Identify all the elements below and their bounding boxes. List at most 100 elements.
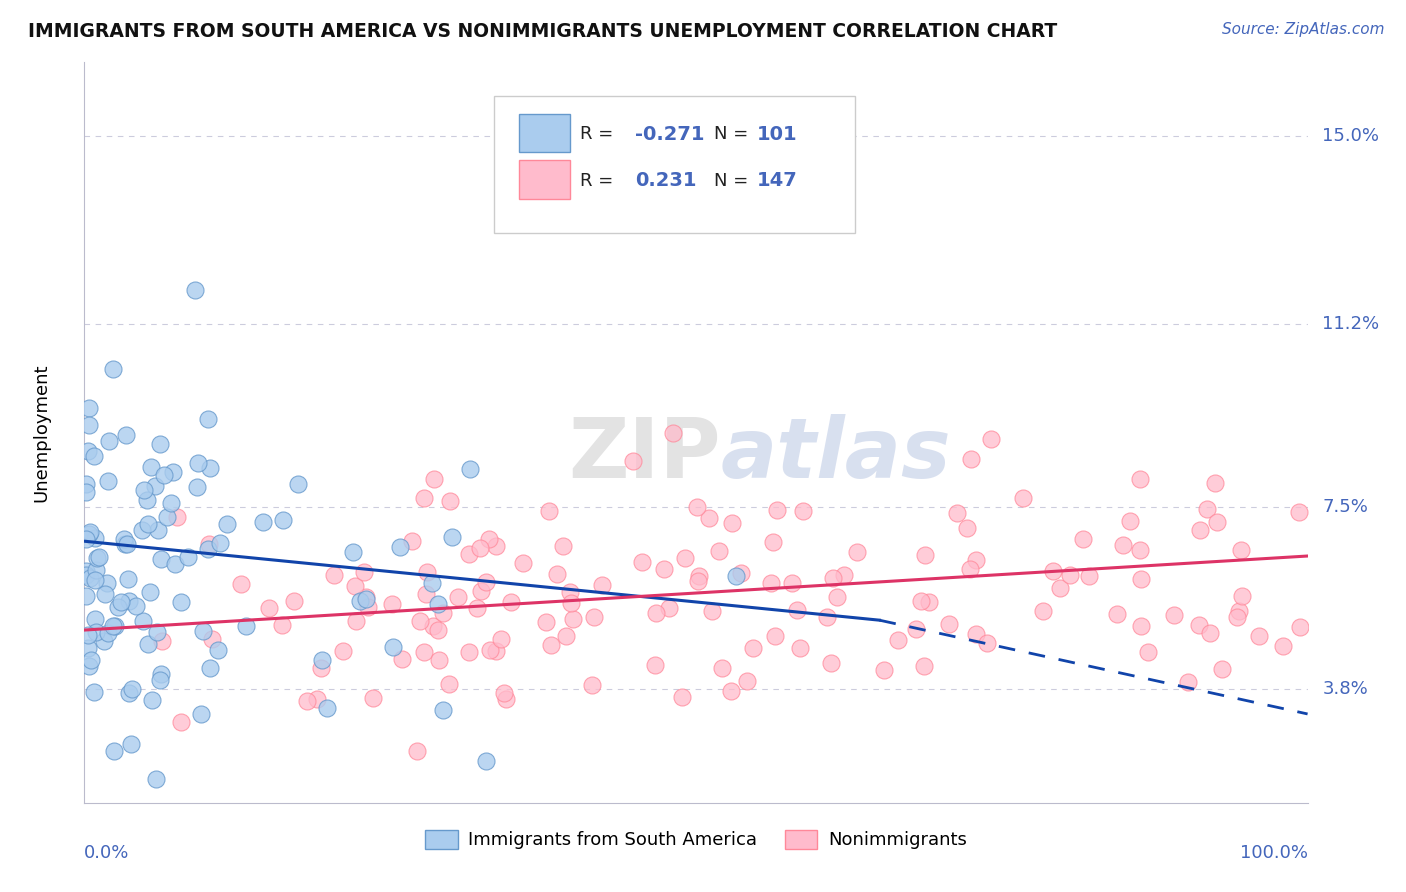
- Point: [79, 570, 101, 584]
- Point: [146, 523, 169, 537]
- Point: [87, 549, 110, 564]
- Text: 0.231: 0.231: [636, 171, 696, 190]
- Point: [80, 653, 103, 667]
- Point: [832, 568, 855, 582]
- Point: [169, 595, 191, 609]
- Point: [1189, 523, 1212, 537]
- Point: [534, 615, 557, 630]
- Point: [110, 595, 132, 609]
- Point: [904, 622, 927, 636]
- Point: [83, 612, 105, 626]
- Point: [136, 492, 159, 507]
- Point: [349, 594, 371, 608]
- Point: [581, 678, 603, 692]
- Point: [114, 536, 136, 550]
- Text: N =: N =: [714, 172, 754, 190]
- Point: [582, 610, 605, 624]
- Point: [101, 619, 124, 633]
- Point: [458, 645, 481, 659]
- Point: [460, 462, 482, 476]
- Point: [332, 644, 354, 658]
- Point: [145, 625, 167, 640]
- Point: [77, 526, 100, 541]
- Point: [198, 461, 221, 475]
- Text: 0.0%: 0.0%: [84, 844, 129, 862]
- Point: [686, 500, 709, 514]
- Point: [83, 685, 105, 699]
- Point: [546, 566, 568, 581]
- Point: [75, 485, 97, 500]
- Point: [97, 434, 120, 449]
- Point: [688, 569, 710, 583]
- Point: [208, 535, 231, 549]
- Point: [512, 556, 534, 570]
- Text: 7.5%: 7.5%: [1322, 498, 1368, 516]
- Point: [77, 628, 100, 642]
- Point: [697, 511, 720, 525]
- Point: [439, 677, 461, 691]
- Point: [470, 584, 492, 599]
- Point: [309, 660, 332, 674]
- Point: [77, 659, 100, 673]
- Point: [107, 600, 129, 615]
- Point: [83, 449, 105, 463]
- Point: [412, 491, 434, 505]
- Point: [709, 544, 731, 558]
- Point: [478, 532, 501, 546]
- Point: [765, 503, 787, 517]
- Point: [560, 596, 582, 610]
- Point: [149, 673, 172, 687]
- Point: [918, 595, 941, 609]
- Point: [447, 591, 470, 605]
- Point: [150, 667, 173, 681]
- Point: [201, 632, 224, 647]
- Point: [132, 614, 155, 628]
- Point: [115, 537, 138, 551]
- Point: [103, 744, 125, 758]
- Point: [84, 573, 107, 587]
- Point: [235, 618, 257, 632]
- Point: [789, 641, 811, 656]
- Legend: Immigrants from South America, Nonimmigrants: Immigrants from South America, Nonimmigr…: [418, 823, 974, 856]
- Point: [720, 683, 742, 698]
- Point: [381, 597, 404, 611]
- Point: [1229, 542, 1251, 557]
- Point: [426, 623, 449, 637]
- Point: [84, 562, 107, 576]
- Text: Unemployment: Unemployment: [32, 363, 51, 502]
- Point: [423, 472, 446, 486]
- Point: [149, 436, 172, 450]
- Point: [121, 681, 143, 696]
- Point: [938, 616, 960, 631]
- Point: [792, 504, 814, 518]
- Point: [910, 593, 932, 607]
- Point: [75, 477, 97, 491]
- Point: [468, 541, 491, 556]
- Point: [401, 534, 423, 549]
- Point: [825, 591, 848, 605]
- Point: [761, 576, 783, 591]
- Point: [117, 686, 139, 700]
- Point: [273, 513, 295, 527]
- Point: [644, 657, 666, 672]
- Point: [558, 585, 581, 599]
- Point: [976, 636, 998, 650]
- Point: [162, 466, 184, 480]
- Point: [118, 594, 141, 608]
- Point: [198, 537, 221, 551]
- Point: [1249, 629, 1271, 643]
- Text: atlas: atlas: [720, 414, 950, 495]
- FancyBboxPatch shape: [494, 95, 855, 233]
- Point: [914, 548, 936, 562]
- Point: [432, 607, 454, 621]
- Point: [1119, 514, 1142, 528]
- Point: [621, 454, 644, 468]
- Point: [786, 603, 808, 617]
- Point: [591, 578, 613, 592]
- Point: [1136, 645, 1159, 659]
- Text: 3.8%: 3.8%: [1322, 681, 1368, 698]
- Point: [184, 283, 207, 297]
- Point: [710, 661, 733, 675]
- Point: [1271, 639, 1294, 653]
- Point: [131, 523, 153, 537]
